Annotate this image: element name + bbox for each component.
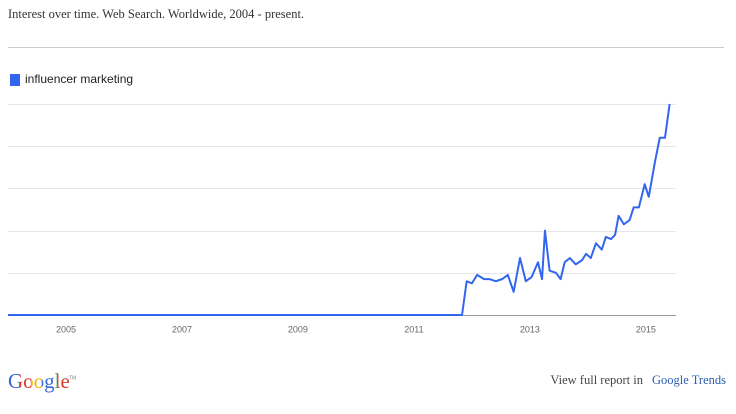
trademark: TM <box>69 375 76 381</box>
x-tick-label: 2009 <box>288 324 308 334</box>
x-tick-label: 2011 <box>404 324 423 334</box>
legend-label: influencer marketing <box>25 72 133 86</box>
report-link[interactable]: Google Trends <box>652 373 726 387</box>
x-tick-label: 2005 <box>56 324 76 334</box>
legend-swatch <box>10 74 20 86</box>
x-tick-label: 2015 <box>636 324 656 334</box>
line <box>8 103 671 316</box>
google-logo: Google <box>8 369 70 393</box>
x-tick-label: 2013 <box>520 324 540 334</box>
x-tick-label: 2007 <box>172 324 192 334</box>
report-prefix: View full report in <box>550 373 643 387</box>
chart-title: Interest over time. Web Search. Worldwid… <box>8 7 304 21</box>
